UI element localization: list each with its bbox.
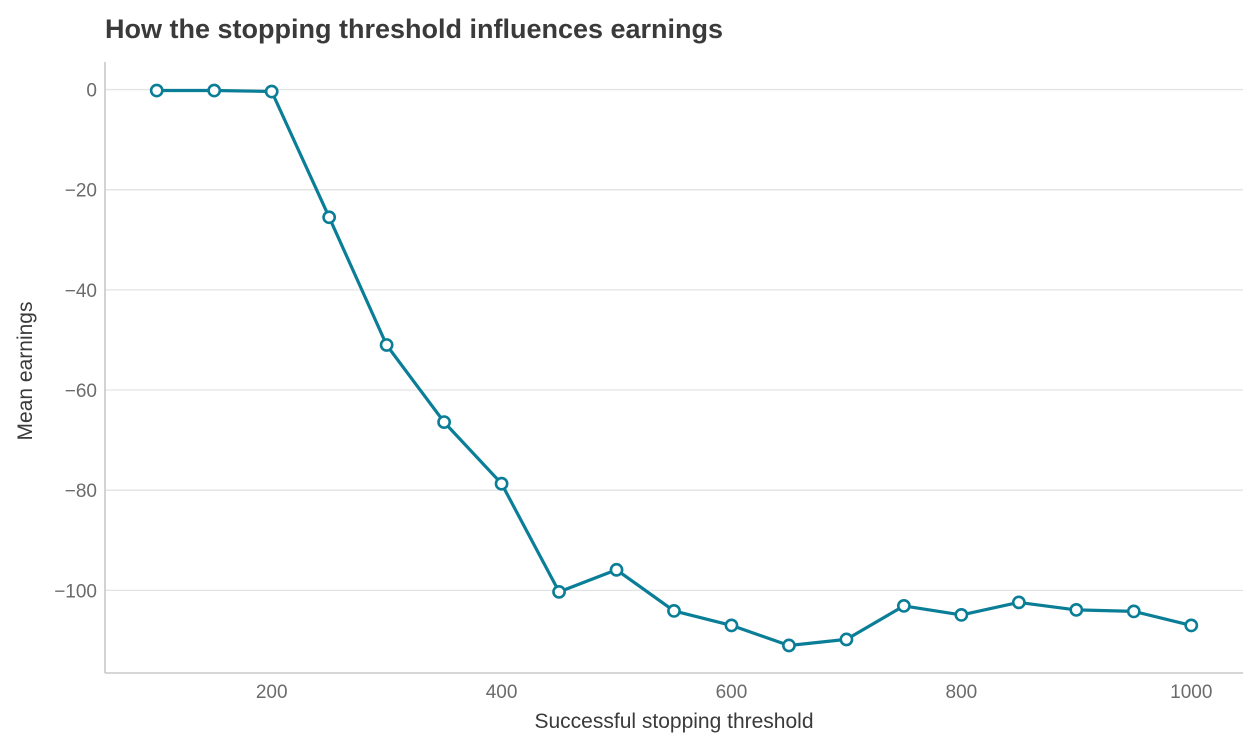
data-point — [322, 210, 337, 225]
data-point — [379, 338, 394, 352]
x-tick-label: 1000 — [1170, 682, 1212, 703]
y-tick-label: −100 — [54, 581, 97, 602]
data-point — [839, 632, 854, 647]
data-point — [896, 598, 911, 613]
y-tick-label: −20 — [65, 181, 97, 202]
data-point — [149, 83, 164, 98]
y-tick-label: −60 — [65, 381, 97, 402]
data-point — [437, 415, 452, 429]
data-point — [264, 84, 279, 99]
y-tick-label: −40 — [65, 281, 97, 302]
x-tick-labels: 200 400 600 800 1000 — [256, 682, 1213, 703]
x-tick-label: 200 — [256, 682, 288, 703]
data-point — [609, 562, 624, 577]
data-point — [1184, 618, 1199, 633]
x-axis-label: Successful stopping threshold — [535, 710, 814, 733]
chart-title: How the stopping threshold influences ea… — [105, 14, 723, 44]
data-point — [494, 476, 509, 491]
data-point — [1126, 604, 1141, 619]
data-point — [1011, 595, 1026, 610]
x-tick-label: 400 — [486, 682, 518, 703]
x-tick-label: 800 — [946, 682, 978, 703]
series-group — [149, 83, 1199, 653]
data-point — [667, 603, 681, 618]
data-point — [1069, 602, 1084, 617]
y-tick-label: −80 — [65, 481, 97, 502]
data-point — [954, 608, 969, 622]
data-point — [724, 618, 739, 633]
data-point — [207, 83, 222, 98]
data-point — [782, 638, 796, 653]
data-point — [552, 584, 566, 599]
x-tick-label: 600 — [716, 682, 748, 703]
y-axis-label: Mean earnings — [14, 302, 37, 441]
series-line — [155, 88, 1193, 648]
grid-lines — [105, 88, 1243, 592]
y-tick-label: 0 — [86, 81, 97, 102]
y-tick-labels: 0 −20 −40 −60 −80 −100 — [54, 81, 97, 603]
